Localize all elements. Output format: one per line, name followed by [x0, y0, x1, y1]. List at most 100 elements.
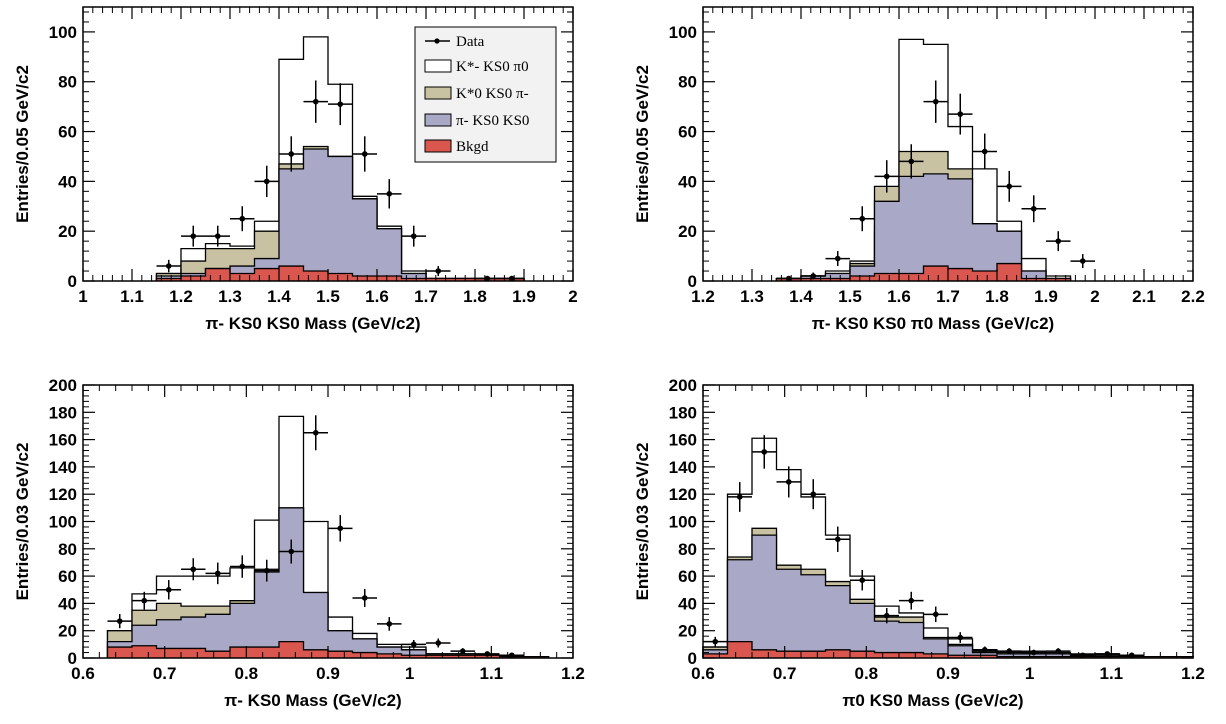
- y-tick-label: 160: [49, 431, 77, 450]
- y-tick-label: 180: [669, 403, 697, 422]
- hist-bar-bkgd: [279, 266, 304, 281]
- y-tick-label: 80: [678, 73, 697, 92]
- hist-bar-bkgd: [230, 273, 255, 281]
- data-point: [410, 233, 417, 239]
- data-point: [116, 618, 123, 624]
- hist-bar-pikk: [401, 649, 426, 658]
- hist-bar-bkgd: [801, 651, 826, 658]
- x-tick-label: 1.2: [1181, 664, 1205, 683]
- y-tick-label: 140: [49, 458, 77, 477]
- y-tick-label: 20: [58, 222, 77, 241]
- y-tick-label: 120: [49, 485, 77, 504]
- x-tick-label: 1: [405, 664, 414, 683]
- y-tick-label: 100: [669, 23, 697, 42]
- data-point: [337, 525, 344, 532]
- x-tick-label: 1.6: [365, 287, 389, 306]
- y-tick-label: 60: [678, 123, 697, 142]
- hist-bar-pikk: [303, 592, 328, 658]
- hist-bar-bkgd: [948, 268, 973, 281]
- hist-bar-pikk: [923, 173, 948, 281]
- data-point: [386, 621, 393, 627]
- legend-swatch-kstarminus: [424, 59, 452, 73]
- hist-bar-bkgd: [352, 276, 377, 281]
- y-tick-label: 140: [669, 458, 697, 477]
- y-tick-label: 160: [669, 431, 697, 450]
- y-tick-label: 20: [58, 622, 77, 641]
- data-point: [1055, 238, 1062, 244]
- data-point: [141, 597, 148, 604]
- hist-bar-bkgd: [825, 649, 850, 658]
- y-tick-label: 40: [678, 594, 697, 613]
- data-point: [312, 429, 319, 436]
- hist-bar-pikk: [279, 507, 304, 658]
- hist-bar-pikk: [401, 273, 426, 281]
- data-point: [1104, 651, 1111, 657]
- y-tick-label: 100: [49, 513, 77, 532]
- hist-bar-pikk: [997, 653, 1022, 658]
- y-tick-label: 80: [58, 73, 77, 92]
- x-tick-label: 0.6: [691, 664, 715, 683]
- y-tick-label: 60: [678, 567, 697, 586]
- data-point: [1128, 652, 1135, 659]
- hist-bar-pikk: [377, 228, 402, 281]
- x-tick-label: 2.2: [1181, 287, 1205, 306]
- panel-bottom-left: 0.6 0.7 0.8 0.9 1 1.1 1.2 0 20 40 60 80 100 120 140 160…: [13, 376, 585, 710]
- hist-bar-bkgd: [132, 645, 157, 658]
- hist-bar-bkgd: [923, 266, 948, 281]
- x-axis-title: π0 KS0 Mass (GeV/c2): [842, 691, 1023, 710]
- y-tick-label: 180: [49, 403, 77, 422]
- y-tick-label: 80: [678, 540, 697, 559]
- x-tick-label: 1.5: [316, 287, 340, 306]
- x-tick-label: 0.9: [316, 664, 340, 683]
- x-tick-label: 0.7: [773, 664, 797, 683]
- x-tick-label: 1.1: [120, 287, 144, 306]
- hist-bar-bkgd: [303, 649, 328, 658]
- hist-bar-bkgd: [426, 655, 451, 658]
- data-point: [736, 494, 743, 500]
- data-point: [1079, 258, 1086, 264]
- hist-bar-pikk: [377, 647, 402, 658]
- data-point: [190, 566, 197, 573]
- y-tick-label: 20: [678, 622, 697, 641]
- x-tick-label: 1.1: [480, 664, 504, 683]
- x-tick-label: 0.8: [855, 664, 879, 683]
- hist-bar-bkgd: [426, 278, 451, 281]
- hist-bar-bkgd: [107, 647, 132, 658]
- hist-bar-bkgd: [703, 653, 728, 658]
- hist-bar-bkgd: [279, 641, 304, 658]
- data-point: [165, 586, 172, 593]
- hist-bar-bkgd: [230, 647, 255, 658]
- y-axis-title: Entries/0.03 GeV/c2: [633, 443, 652, 601]
- legend-label-pikk: π- KS0 KS0: [456, 113, 529, 129]
- x-tick-label: 1.3: [740, 287, 764, 306]
- data-point: [435, 268, 442, 274]
- data-point: [834, 536, 841, 543]
- x-tick-label: 1.7: [414, 287, 438, 306]
- data-point: [761, 449, 768, 455]
- x-tick-label: 1.4: [267, 287, 291, 306]
- data-point: [1030, 205, 1037, 212]
- hist-bar-bkgd: [948, 655, 973, 658]
- hist-bar-pikk: [254, 572, 279, 658]
- hist-bar-bkgd: [450, 655, 475, 658]
- hist-bar-bkgd: [874, 273, 899, 281]
- hist-bar-bkgd: [205, 651, 230, 658]
- legend: Data K*- KS0 π0 K*0 KS0 π- π- KS0 KS0 Bk…: [414, 26, 557, 163]
- x-tick-label: 1.2: [561, 664, 585, 683]
- hist-bar-bkgd: [254, 268, 279, 281]
- x-tick-label: 1.3: [218, 287, 242, 306]
- hist-outline-bkgd: [775, 262, 1072, 281]
- x-tick-label: 0.6: [71, 664, 95, 683]
- y-tick-label: 100: [49, 23, 77, 42]
- y-axis-title: Entries/0.05 GeV/c2: [633, 65, 652, 223]
- hist-bar-bkgd: [801, 278, 826, 281]
- hist-outline-bkgd: [155, 265, 525, 281]
- y-tick-label: 100: [669, 513, 697, 532]
- x-tick-label: 2.1: [1132, 287, 1156, 306]
- hist-bar-bkgd: [727, 641, 752, 658]
- x-tick-label: 1: [1025, 664, 1034, 683]
- legend-label-bkgd: Bkgd: [456, 139, 489, 155]
- y-tick-label: 0: [68, 649, 77, 668]
- hist-bar-bkgd: [1046, 278, 1071, 281]
